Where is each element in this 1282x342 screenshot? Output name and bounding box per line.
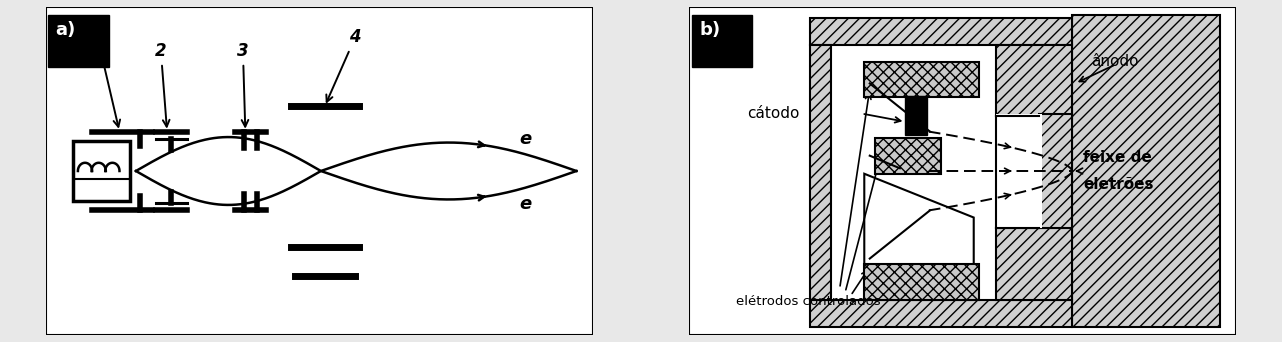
Bar [1072,15,1220,327]
Text: 3: 3 [237,42,249,127]
Bar [49,15,109,67]
Text: eletrões: eletrões [1083,177,1154,192]
Bar [1040,114,1072,228]
Text: e: e [519,195,532,213]
Text: 4: 4 [327,28,362,102]
Text: 2: 2 [155,42,169,127]
Bar [809,300,1072,327]
Bar [809,45,832,300]
Bar [996,45,1072,116]
Text: 1: 1 [95,42,121,127]
Text: a): a) [55,21,76,39]
Text: e: e [519,130,532,148]
Bar [73,141,131,201]
Text: ânodo: ânodo [1091,54,1138,69]
Bar [905,96,927,135]
Bar [864,264,979,300]
Bar [996,114,1042,228]
Bar [692,15,753,67]
Bar [809,18,1072,45]
Bar [864,62,979,97]
Text: feixe de: feixe de [1083,150,1153,165]
Text: elétrodos controlados: elétrodos controlados [736,295,881,308]
Bar [996,228,1072,300]
Text: cátodo: cátodo [746,106,799,121]
Text: b): b) [699,21,720,39]
Bar [876,138,941,174]
